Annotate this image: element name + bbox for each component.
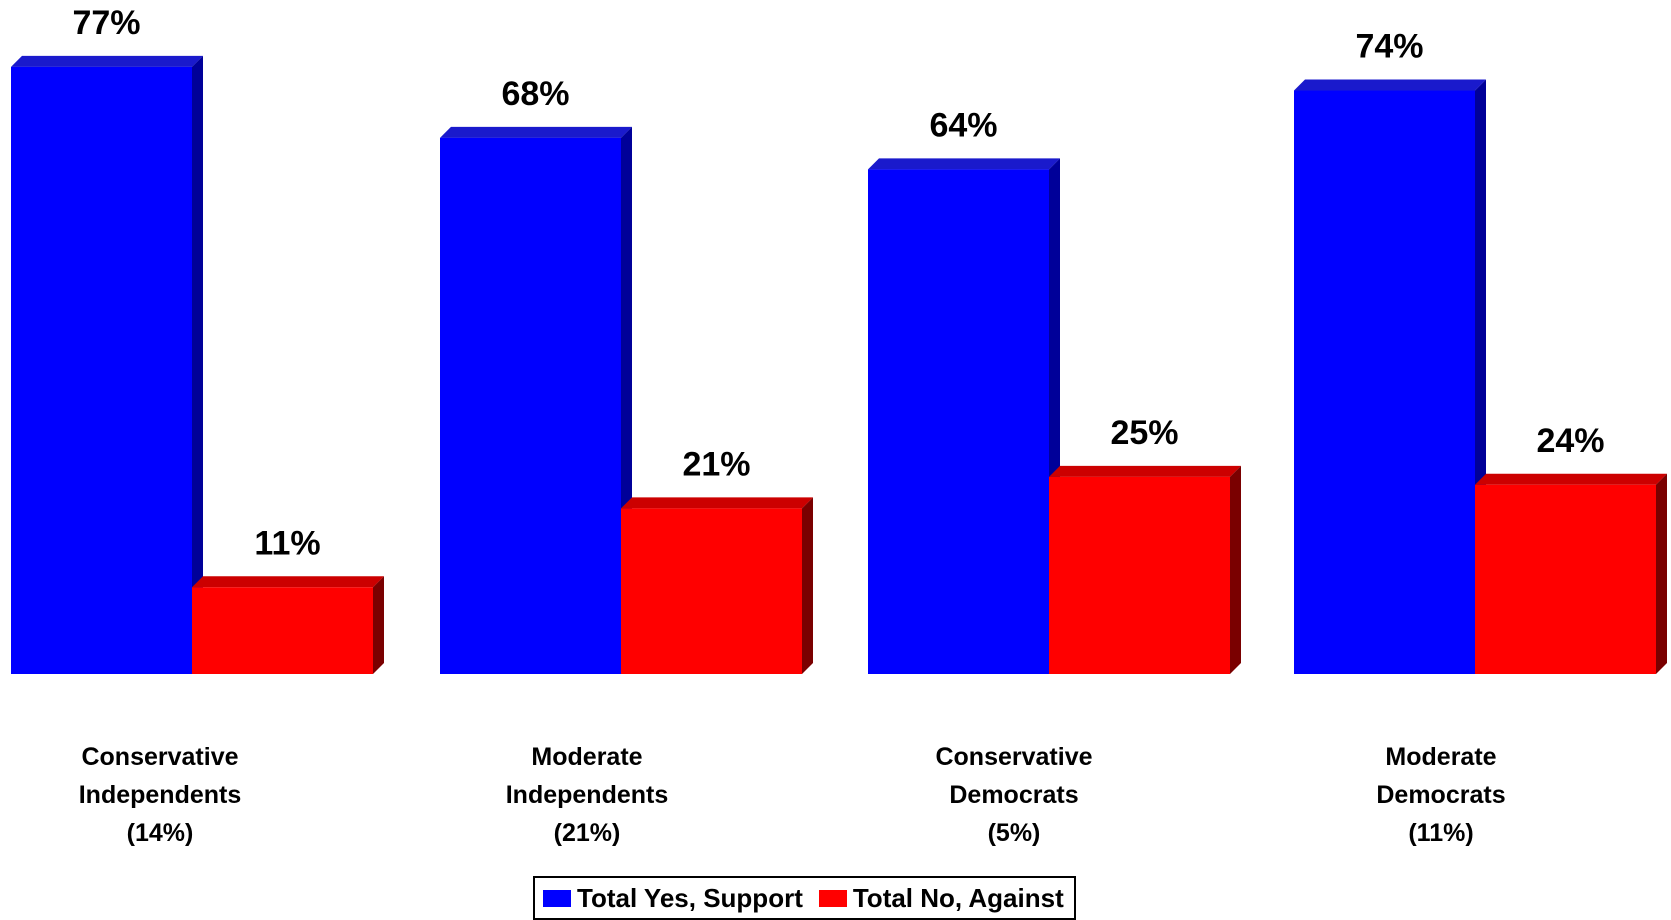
bar-no-conservative-independents-14 bbox=[192, 587, 373, 674]
legend-item-no: Total No, Against bbox=[818, 882, 1064, 914]
legend-swatch-yes bbox=[543, 889, 571, 907]
bar-no-moderate-independents-21 bbox=[621, 508, 802, 674]
legend: Total Yes, Support Total No, Against bbox=[533, 876, 1076, 920]
bar-no-moderate-democrats-11-top bbox=[1475, 473, 1667, 485]
bar-yes-conservative-democrats-5-top bbox=[868, 158, 1060, 170]
legend-label-yes: Total Yes, Support bbox=[577, 882, 803, 913]
data-label-yes-moderate-independents-21: 68% bbox=[501, 75, 569, 113]
category-label-moderate-democrats: Moderate Democrats (11%) bbox=[1376, 743, 1506, 847]
legend-item-yes: Total Yes, Support bbox=[543, 883, 803, 914]
bar-no-moderate-democrats-11-side bbox=[1656, 473, 1667, 674]
category-label-conservative-independents: Conservative Independents (14%) bbox=[78, 743, 242, 847]
bar-yes-conservative-independents-14-top bbox=[11, 55, 203, 67]
bar-yes-moderate-independents-21 bbox=[440, 137, 621, 674]
data-label-yes-conservative-democrats-5: 64% bbox=[929, 106, 997, 144]
data-label-no-conservative-democrats-5: 25% bbox=[1110, 414, 1178, 452]
data-label-no-moderate-independents-21: 21% bbox=[682, 445, 750, 483]
bar-no-moderate-democrats-11 bbox=[1475, 484, 1656, 674]
category-label-conservative-democrats: Conservative Democrats (5%) bbox=[935, 743, 1093, 847]
bar-no-conservative-democrats-5 bbox=[1049, 476, 1230, 674]
data-label-yes-conservative-independents-14: 77% bbox=[72, 4, 140, 42]
bar-no-moderate-independents-21-side bbox=[802, 497, 813, 674]
bar-yes-conservative-democrats-5 bbox=[868, 169, 1049, 675]
bar-yes-moderate-independents-21-top bbox=[440, 126, 632, 138]
bar-no-moderate-independents-21-top bbox=[621, 497, 813, 509]
data-label-no-conservative-independents-14: 11% bbox=[254, 524, 320, 562]
bar-no-conservative-democrats-5-top bbox=[1049, 465, 1241, 477]
category-label-moderate-independents: Moderate Independents (21%) bbox=[505, 743, 669, 847]
bar-yes-conservative-independents-14 bbox=[11, 66, 192, 675]
bar-no-conservative-democrats-5-side bbox=[1230, 465, 1241, 674]
bar-yes-moderate-democrats-11-top bbox=[1294, 79, 1486, 91]
bar-yes-moderate-democrats-11 bbox=[1294, 90, 1475, 674]
bar-no-conservative-independents-14-top bbox=[192, 576, 384, 588]
bar-no-conservative-independents-14-side bbox=[373, 576, 384, 674]
data-label-yes-moderate-democrats-11: 74% bbox=[1355, 28, 1423, 66]
bar-yes-conservative-independents-14-side bbox=[192, 55, 203, 675]
data-label-no-moderate-democrats-11: 24% bbox=[1536, 422, 1604, 460]
legend-label-no: Total No, Against bbox=[852, 882, 1064, 913]
legend-swatch-no bbox=[818, 889, 847, 907]
